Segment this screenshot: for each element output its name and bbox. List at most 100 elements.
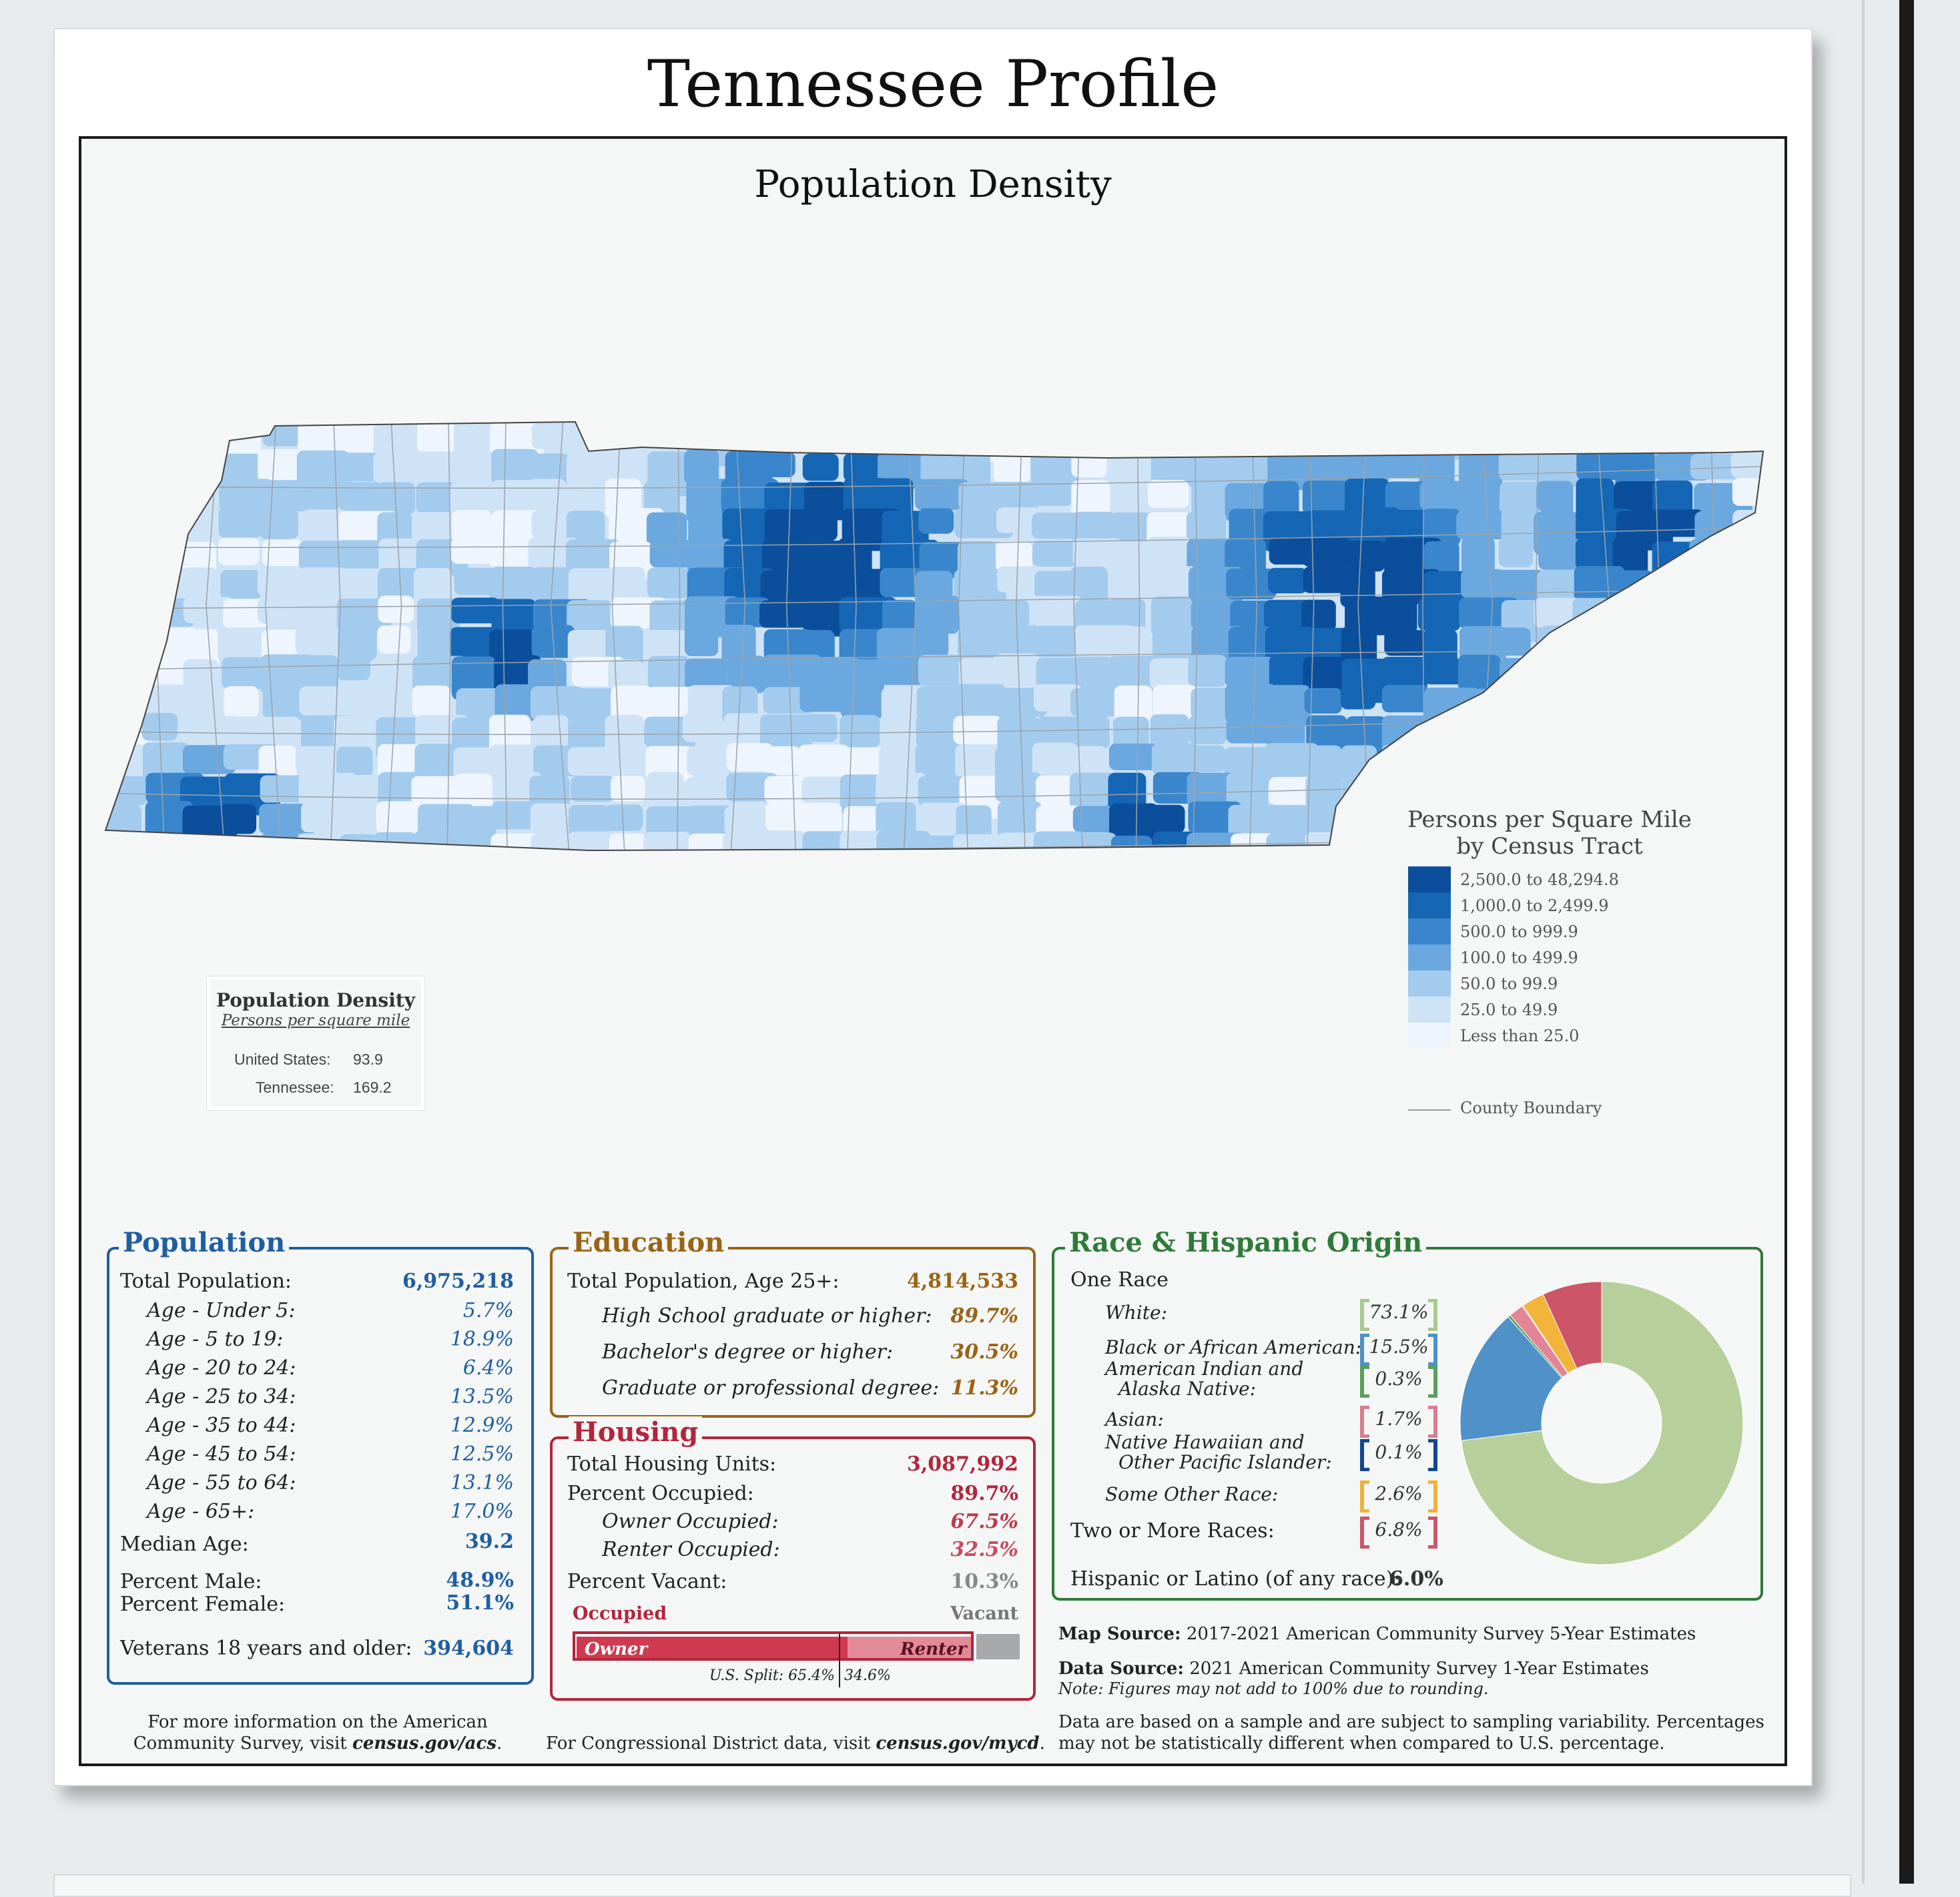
tract-cell — [183, 659, 219, 688]
tract-cell — [1612, 597, 1658, 623]
percent-female-value: 51.1% — [446, 1591, 514, 1615]
tract-cell — [1691, 598, 1733, 631]
tract-cell — [1345, 424, 1403, 458]
tract-cell — [915, 571, 953, 599]
tract-cell — [1456, 511, 1515, 539]
tract-cell — [1187, 772, 1237, 808]
tract-cell — [262, 684, 308, 720]
tract-cell — [1615, 747, 1654, 776]
county-boundary — [330, 422, 341, 850]
tract-cell — [1534, 686, 1578, 716]
tract-cell — [374, 684, 413, 727]
tract-cell — [1225, 656, 1275, 688]
tract-cell — [1461, 422, 1508, 454]
map-source-text: 2017-2021 American Community Survey 5-Ye… — [1186, 1624, 1696, 1644]
tract-cell — [301, 478, 342, 510]
tract-cell — [1110, 423, 1156, 449]
tract-cell — [605, 804, 643, 831]
county-boundary — [105, 527, 1763, 548]
tract-cell — [183, 597, 234, 623]
tract-cell — [799, 684, 851, 712]
cd-link[interactable]: census.gov/mycd — [876, 1733, 1040, 1753]
age-value: 13.1% — [450, 1471, 514, 1495]
tract-cell — [918, 655, 964, 686]
tract-cell — [914, 595, 960, 634]
tract-cell — [1499, 422, 1543, 455]
race-section: Race & Hispanic Origin One Race White: 73… — [1052, 1227, 1763, 1601]
density-us-value: 93.9 — [353, 1051, 383, 1068]
tract-cell — [107, 596, 154, 624]
tract-cell — [918, 776, 966, 807]
acs-footer: For more information on the American Com… — [107, 1711, 529, 1754]
bracket-tick — [1360, 1299, 1369, 1302]
tract-cell — [1267, 567, 1308, 593]
county-boundary — [550, 422, 571, 850]
tract-cell — [184, 481, 221, 513]
tract-cell — [803, 422, 850, 450]
tract-cell — [804, 567, 842, 604]
county-boundary — [611, 422, 626, 850]
county-boundary — [903, 422, 916, 850]
tract-cell — [684, 625, 719, 657]
map-source-label: Map Source: — [1058, 1624, 1181, 1644]
tract-cell — [416, 598, 460, 635]
tract-cell — [1226, 568, 1277, 600]
tract-cell — [571, 776, 615, 802]
tract-cell — [1576, 449, 1624, 481]
donut-slice — [1461, 1281, 1744, 1565]
viewer-scrollbar[interactable] — [1899, 0, 1914, 1884]
tract-cell — [1417, 774, 1454, 812]
tract-cell — [179, 422, 221, 463]
tract-cell — [1304, 688, 1343, 714]
renter-occupied-value: 32.5% — [950, 1538, 1018, 1561]
tract-cell — [1032, 742, 1078, 786]
acs-link[interactable]: census.gov/acs — [352, 1733, 497, 1753]
tract-cell — [1650, 717, 1704, 757]
tract-cell — [568, 804, 610, 840]
tract-cell — [1732, 478, 1763, 506]
tract-cell — [1264, 685, 1311, 726]
bracket-tick — [1428, 1366, 1437, 1369]
tract-cell — [1153, 566, 1198, 601]
race-label: Two or More Races: — [1070, 1519, 1275, 1543]
tract-cell — [1730, 772, 1763, 811]
race-label-line1: American Indian and — [1105, 1358, 1304, 1380]
tract-cell — [1340, 684, 1376, 710]
tract-cell — [1693, 567, 1749, 609]
tract-cell — [1036, 775, 1079, 810]
density-tn-label: Tennessee: — [256, 1079, 334, 1096]
county-boundary — [502, 422, 509, 850]
page-title: Tennessee Profile — [647, 47, 1219, 121]
percent-occupied-value: 89.7% — [950, 1482, 1018, 1505]
housing-units-value: 3,087,992 — [906, 1452, 1018, 1476]
tract-cell — [1461, 743, 1499, 775]
tract-cell — [105, 568, 160, 601]
median-age-value: 39.2 — [464, 1530, 514, 1553]
county-boundary — [729, 422, 746, 850]
tract-cell — [373, 452, 426, 483]
tract-cell — [143, 832, 179, 850]
tract-cell — [1617, 774, 1671, 805]
tract-cell — [1574, 629, 1608, 671]
tract-cell — [1766, 832, 1784, 870]
tract-cell — [802, 714, 838, 742]
tract-cell — [180, 834, 234, 850]
tract-cell — [1654, 656, 1706, 701]
tract-cell — [1149, 658, 1197, 690]
tract-cell — [840, 688, 886, 719]
age-value: 13.5% — [450, 1385, 514, 1408]
percent-occupied-label: Percent Occupied: — [567, 1482, 754, 1505]
tract-cell — [1613, 656, 1653, 688]
county-boundary — [265, 422, 282, 850]
tract-cell — [876, 772, 927, 809]
tract-cell — [803, 510, 838, 541]
tract-cell — [338, 625, 377, 661]
tract-cell — [765, 830, 803, 850]
tract-cell — [182, 449, 225, 480]
county-boundary — [1135, 422, 1140, 850]
cd-suffix: . — [1039, 1733, 1045, 1753]
tract-cell — [1031, 422, 1073, 461]
tract-cell — [682, 714, 720, 742]
tract-cell — [1538, 539, 1585, 570]
tract-cell — [417, 422, 460, 453]
